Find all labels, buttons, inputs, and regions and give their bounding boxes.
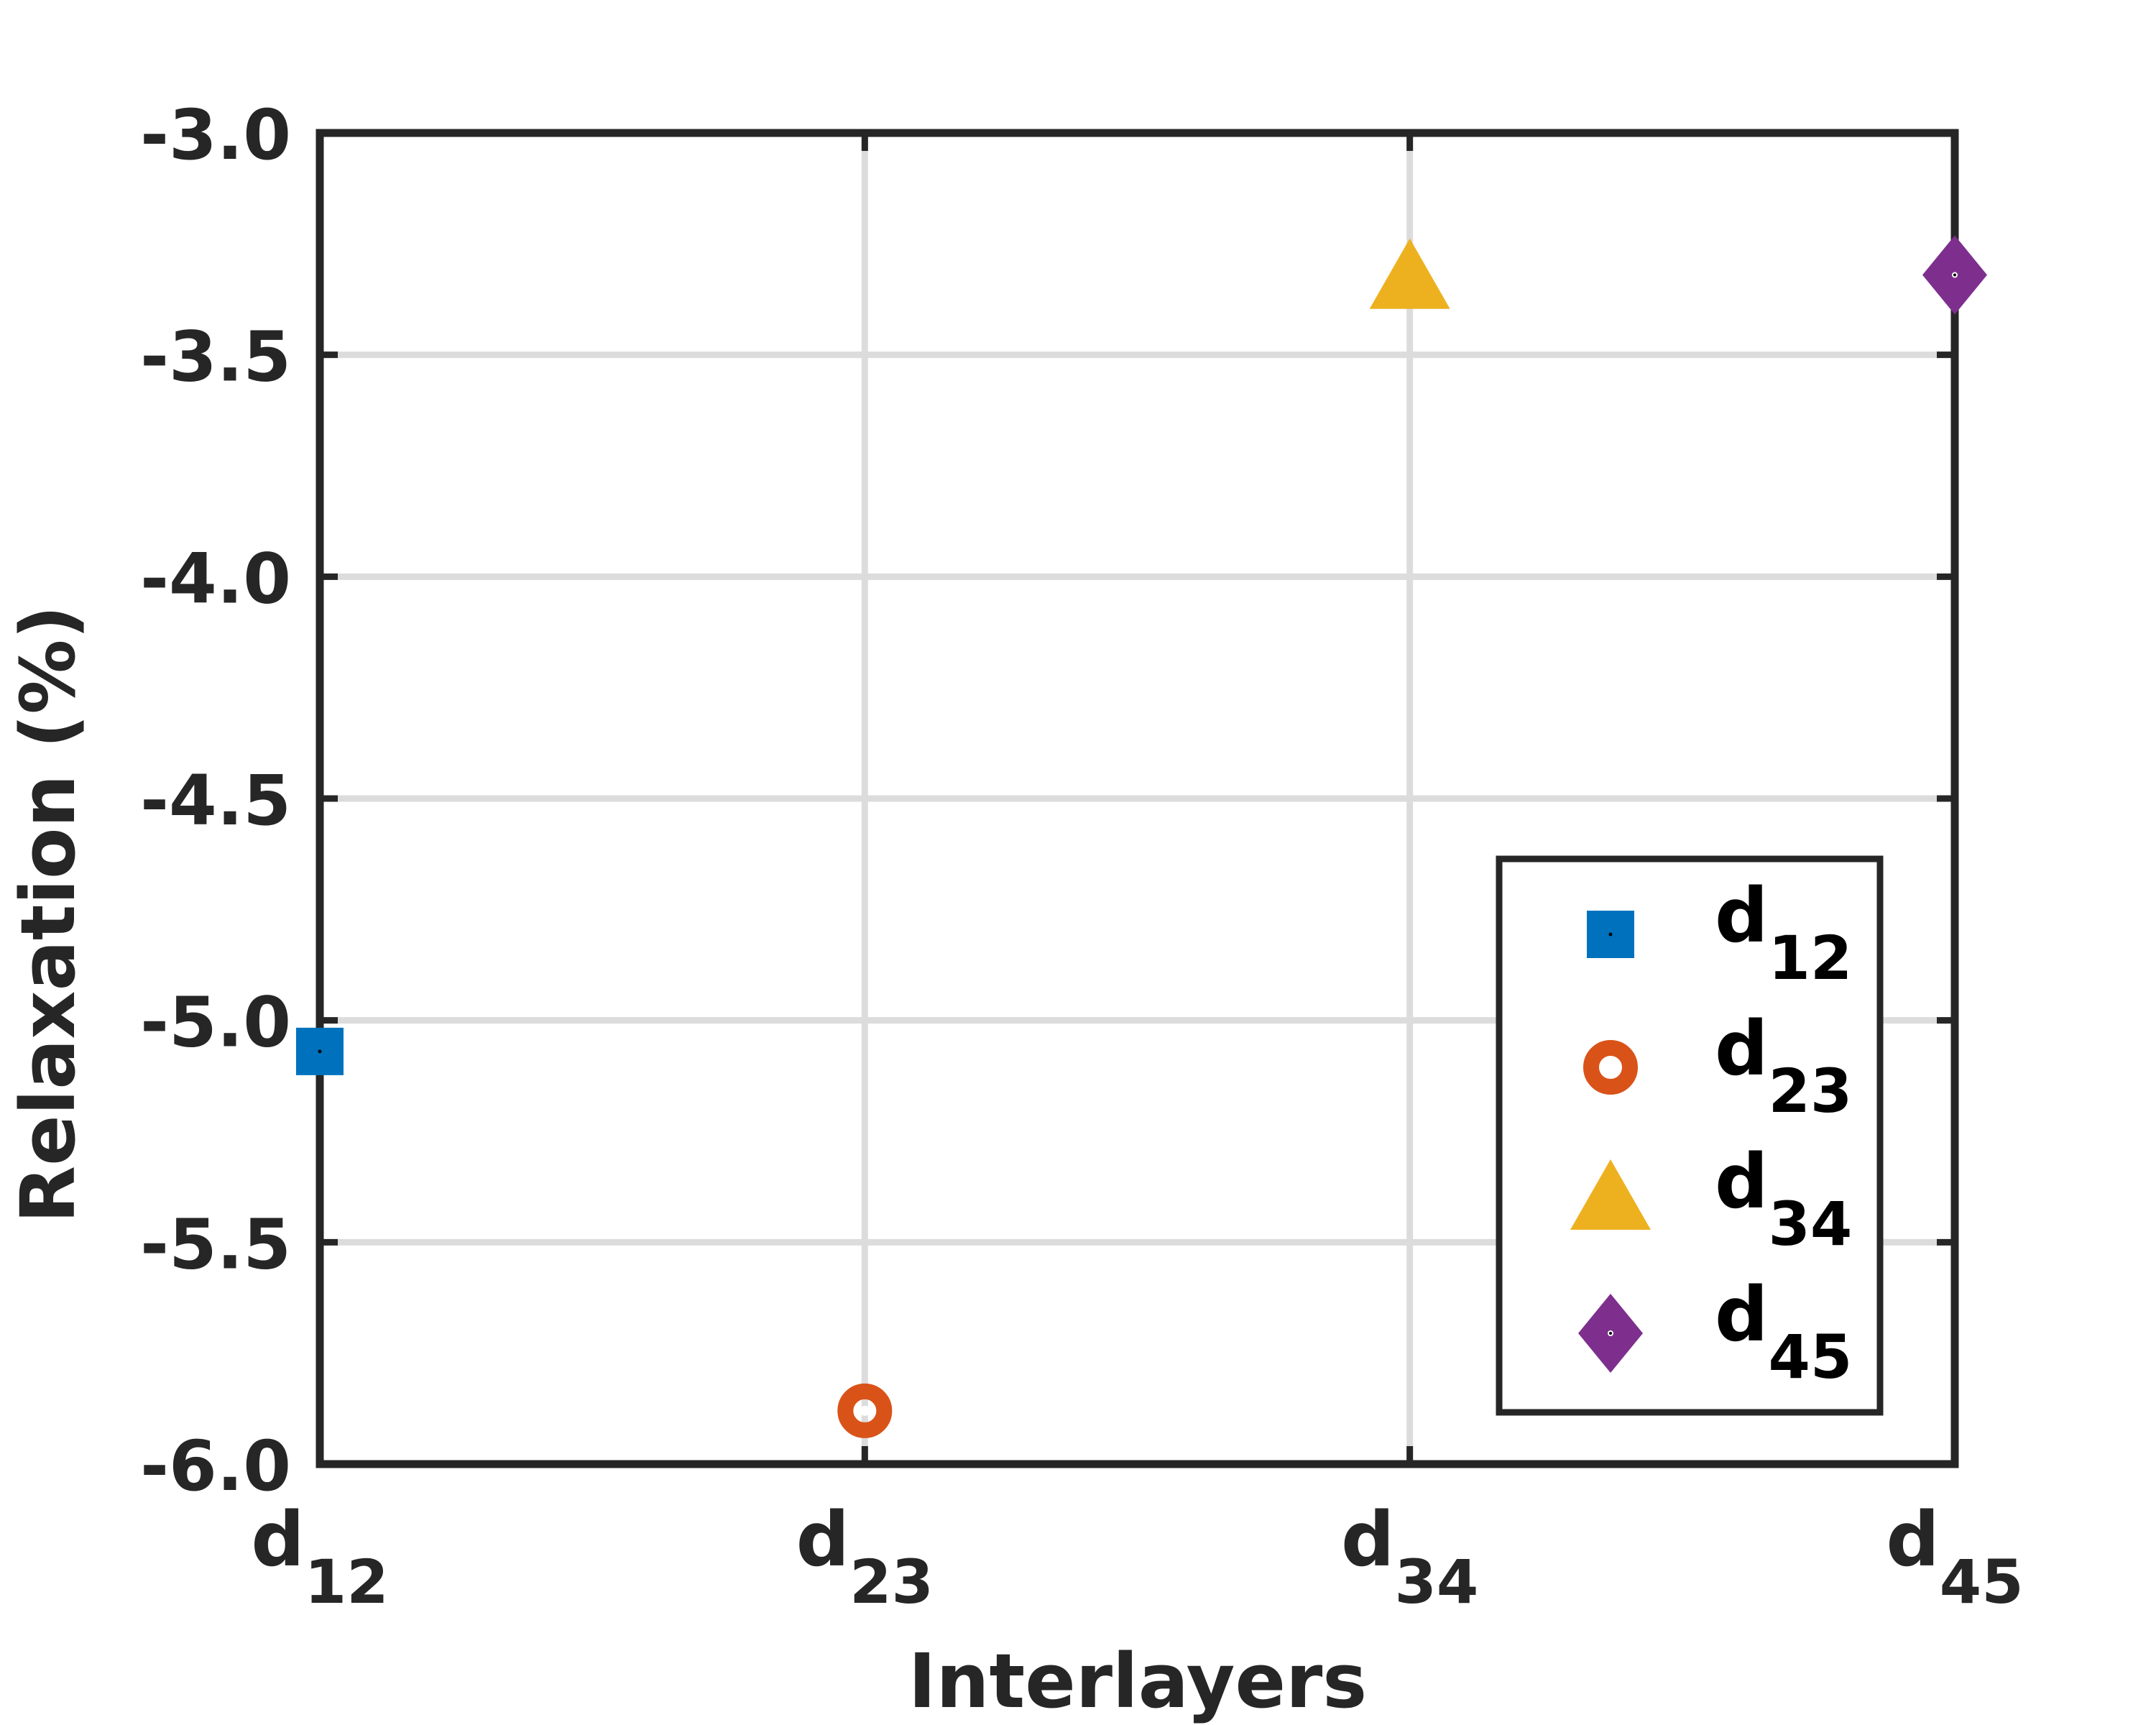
- y-tick-label: -3.5: [140, 317, 291, 397]
- grid-lines: [320, 133, 1955, 1464]
- legend-marker-icon: [1583, 1040, 1638, 1095]
- x-tick-label: d12: [251, 1496, 388, 1617]
- x-tick-label: d34: [1341, 1496, 1478, 1617]
- data-point-d34: [1369, 238, 1450, 309]
- y-tick-label: -5.0: [140, 983, 291, 1063]
- legend-item: d34: [1570, 1138, 1852, 1259]
- legend-item: d12: [1587, 872, 1852, 993]
- y-tick-label: -3.0: [140, 95, 291, 175]
- data-point-d12: [296, 1027, 344, 1075]
- y-tick-label: -4.0: [140, 538, 291, 619]
- y-tick-label: -4.5: [140, 760, 291, 841]
- data-point-d23: [837, 1383, 893, 1438]
- y-axis-title: Relaxation (%): [4, 605, 92, 1223]
- legend-item: d45: [1578, 1271, 1852, 1392]
- plot-frame: [315, 129, 1959, 1468]
- x-axis-title: Interlayers: [908, 1637, 1367, 1725]
- legend-marker-icon: [1578, 1294, 1643, 1373]
- y-tick-label: -5.5: [140, 1204, 291, 1284]
- legend-box: [1496, 855, 1884, 1416]
- axes: [315, 129, 1959, 1468]
- legend-label: d12: [1715, 872, 1852, 993]
- data-points: [296, 235, 1987, 1438]
- legend-label: d23: [1715, 1005, 1852, 1126]
- x-tick-label: d23: [796, 1496, 934, 1617]
- legend-item: d23: [1583, 1005, 1852, 1126]
- data-point-d45: [1922, 235, 1987, 315]
- legend-marker-icon: [1570, 1159, 1651, 1230]
- x-tick-label: d45: [1886, 1496, 2023, 1617]
- legend-label: d34: [1715, 1138, 1852, 1259]
- legend-label: d45: [1715, 1271, 1852, 1392]
- legend-marker-icon: [1587, 911, 1634, 958]
- y-tick-label: -6.0: [140, 1426, 291, 1506]
